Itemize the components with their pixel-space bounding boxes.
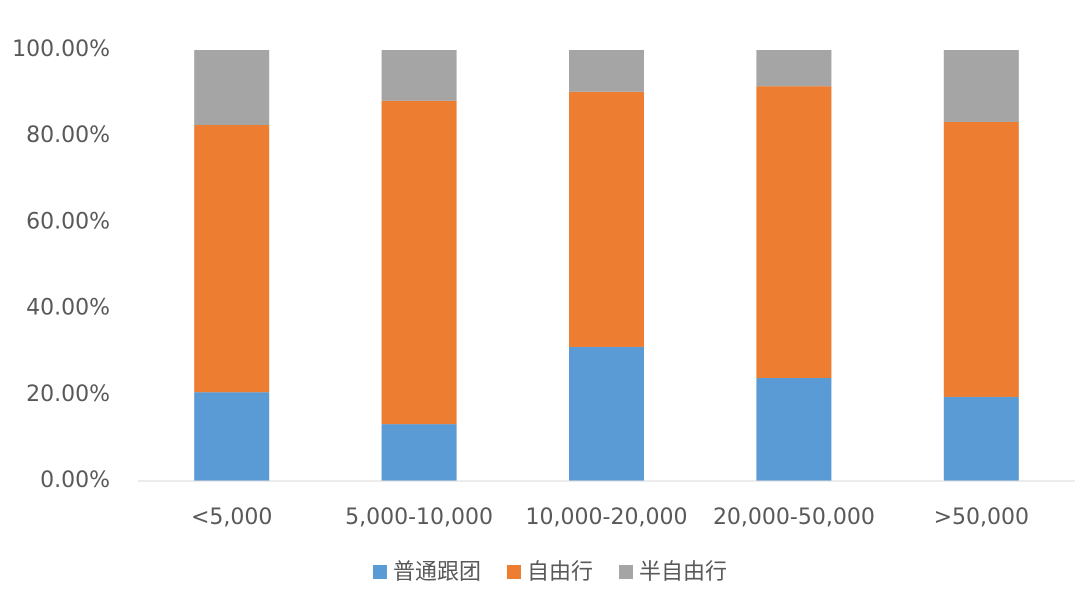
legend-label: 普通跟团 xyxy=(393,560,481,585)
bar-segment xyxy=(194,392,270,481)
bar-segment xyxy=(943,121,1019,397)
legend-swatch xyxy=(619,565,634,579)
y-tick-label: 20.00% xyxy=(26,382,110,407)
y-tick-label: 0.00% xyxy=(40,468,110,493)
bar-segment xyxy=(194,124,270,393)
y-tick-label: 40.00% xyxy=(26,296,110,321)
bar-segment xyxy=(943,396,1019,481)
legend-item: 普通跟团 xyxy=(372,560,481,585)
legend-item: 自由行 xyxy=(506,560,593,585)
bar-segment xyxy=(194,50,270,125)
y-tick-label: 100.00% xyxy=(12,37,110,62)
x-tick-label: 5,000-10,000 xyxy=(345,505,493,530)
bar-segment xyxy=(569,50,644,92)
bar-segment xyxy=(381,100,457,425)
bar-segment xyxy=(756,377,832,481)
legend-item: 半自由行 xyxy=(619,560,727,585)
bar-segment xyxy=(381,424,457,481)
bar-segment xyxy=(381,50,457,101)
bar-segment xyxy=(569,91,644,347)
x-tick-label: 20,000-50,000 xyxy=(713,505,875,530)
bar-segment xyxy=(756,50,832,87)
y-tick-label: 60.00% xyxy=(26,209,110,234)
legend-swatch xyxy=(506,565,521,579)
x-tick-label: 10,000-20,000 xyxy=(526,505,688,530)
legend-label: 自由行 xyxy=(527,560,593,585)
x-tick-label: >50,000 xyxy=(934,505,1029,530)
bar-segment xyxy=(943,50,1019,122)
bar-segment xyxy=(569,346,644,481)
bar-segment xyxy=(756,86,832,378)
legend-label: 半自由行 xyxy=(639,560,727,585)
legend-swatch xyxy=(372,565,387,579)
y-tick-label: 80.00% xyxy=(26,123,110,148)
x-tick-label: <5,000 xyxy=(191,505,272,530)
